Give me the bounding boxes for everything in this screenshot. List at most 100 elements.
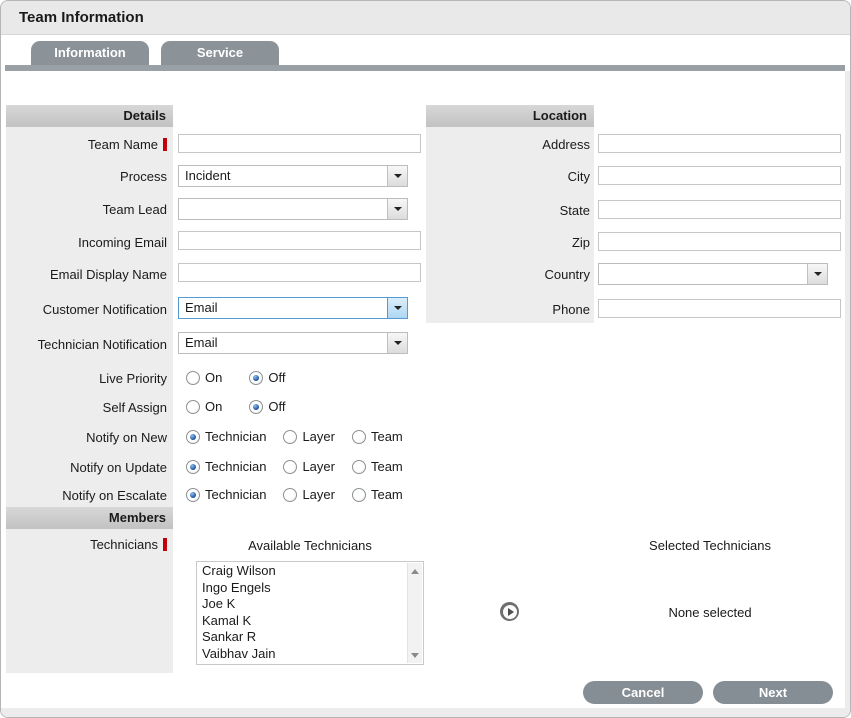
scroll-down-icon[interactable] bbox=[408, 648, 422, 662]
chevron-down-icon bbox=[393, 207, 402, 211]
list-item[interactable]: Ingo Engels bbox=[202, 579, 271, 595]
available-technicians-header: Available Technicians bbox=[248, 538, 372, 553]
next-button[interactable]: Next bbox=[713, 681, 833, 704]
listbox-scrollbar[interactable] bbox=[407, 563, 422, 663]
radio-unselected-icon[interactable] bbox=[283, 487, 298, 502]
country-label: Country bbox=[544, 266, 590, 282]
list-item[interactable]: Sankar R bbox=[202, 629, 257, 644]
self-assign-off-option[interactable]: Off bbox=[249, 399, 285, 414]
notify-new-technician-option[interactable]: Technician bbox=[186, 429, 266, 444]
notify-new-layer-option[interactable]: Layer bbox=[283, 429, 335, 444]
members-section-header: Members bbox=[6, 507, 173, 529]
technician-notification-label: Technician Notification bbox=[37, 336, 167, 352]
dropdown-button[interactable] bbox=[387, 199, 407, 219]
radio-selected-icon[interactable] bbox=[249, 399, 264, 414]
dropdown-button[interactable] bbox=[387, 333, 407, 353]
customer-notification-dropdown[interactable]: Email bbox=[178, 297, 408, 319]
notify-on-new-radio-group: Technician Layer Team bbox=[186, 429, 420, 444]
phone-input[interactable] bbox=[598, 299, 841, 318]
notify-new-team-option[interactable]: Team bbox=[351, 429, 403, 444]
radio-selected-icon[interactable] bbox=[186, 487, 200, 502]
location-label-column bbox=[426, 127, 594, 323]
details-section-header: Details bbox=[6, 105, 173, 127]
bottom-margin bbox=[1, 708, 850, 717]
address-label: Address bbox=[542, 136, 590, 152]
customer-notification-label: Customer Notification bbox=[42, 301, 167, 317]
chevron-down-icon bbox=[393, 306, 402, 310]
cancel-button[interactable]: Cancel bbox=[583, 681, 703, 704]
incoming-email-input[interactable] bbox=[178, 231, 421, 250]
zip-input[interactable] bbox=[598, 232, 841, 251]
state-input[interactable] bbox=[598, 200, 841, 219]
list-item[interactable]: Kamal K bbox=[202, 612, 252, 628]
self-assign-label: Self Assign bbox=[102, 399, 167, 415]
page-title: Team Information bbox=[19, 9, 144, 26]
radio-unselected-icon[interactable] bbox=[351, 459, 366, 474]
state-label: State bbox=[559, 202, 590, 218]
dropdown-button[interactable] bbox=[387, 298, 407, 318]
move-right-button[interactable] bbox=[500, 602, 519, 621]
none-selected-text: None selected bbox=[668, 605, 752, 620]
tab-information[interactable]: Information bbox=[31, 41, 149, 65]
notify-update-layer-option[interactable]: Layer bbox=[283, 459, 335, 474]
list-item[interactable]: Joe K bbox=[202, 596, 236, 611]
technicians-label: Technicians bbox=[7, 536, 167, 552]
address-input[interactable] bbox=[598, 134, 841, 153]
list-item[interactable]: Vaibhav Jain bbox=[202, 645, 276, 661]
radio-unselected-icon[interactable] bbox=[351, 429, 366, 444]
email-display-name-input[interactable] bbox=[178, 263, 421, 282]
city-input[interactable] bbox=[598, 166, 841, 185]
notify-on-update-radio-group: Technician Layer Team bbox=[186, 459, 420, 474]
team-name-input[interactable] bbox=[178, 134, 421, 153]
location-section-header: Location bbox=[426, 105, 594, 127]
radio-unselected-icon[interactable] bbox=[186, 370, 200, 385]
dropdown-button[interactable] bbox=[807, 264, 827, 284]
self-assign-on-option[interactable]: On bbox=[186, 399, 222, 414]
radio-selected-icon[interactable] bbox=[186, 459, 200, 474]
play-right-icon bbox=[502, 604, 517, 619]
technician-list: Craig Wilson Ingo Engels Joe K Kamal K Sanka… bbox=[197, 563, 408, 663]
tab-underline-bar bbox=[5, 65, 845, 71]
radio-selected-icon[interactable] bbox=[249, 370, 264, 385]
email-display-name-label: Email Display Name bbox=[49, 266, 167, 282]
dropdown-button[interactable] bbox=[387, 166, 407, 186]
radio-selected-icon[interactable] bbox=[186, 429, 200, 444]
scroll-up-icon[interactable] bbox=[408, 564, 422, 578]
radio-unselected-icon[interactable] bbox=[186, 399, 200, 414]
notify-escalate-team-option[interactable]: Team bbox=[351, 487, 403, 502]
zip-label: Zip bbox=[571, 234, 590, 250]
radio-unselected-icon[interactable] bbox=[283, 459, 298, 474]
city-label: City bbox=[567, 168, 590, 184]
notify-update-technician-option[interactable]: Technician bbox=[186, 459, 266, 474]
process-dropdown[interactable]: Incident bbox=[178, 165, 408, 187]
selected-technicians-header: Selected Technicians bbox=[649, 538, 771, 553]
notify-update-team-option[interactable]: Team bbox=[351, 459, 403, 474]
list-item[interactable]: Craig Wilson bbox=[202, 563, 276, 578]
chevron-down-icon bbox=[393, 341, 402, 345]
available-technicians-listbox[interactable]: Craig Wilson Ingo Engels Joe K Kamal K Sanka… bbox=[196, 561, 424, 665]
notify-escalate-layer-option[interactable]: Layer bbox=[283, 487, 335, 502]
live-priority-radio-group: On Off bbox=[186, 370, 302, 385]
notify-on-escalate-radio-group: Technician Layer Team bbox=[186, 487, 420, 502]
members-label-column bbox=[6, 529, 173, 673]
radio-unselected-icon[interactable] bbox=[351, 487, 366, 502]
incoming-email-label: Incoming Email bbox=[78, 234, 167, 250]
tab-service[interactable]: Service bbox=[161, 41, 279, 65]
notify-escalate-technician-option[interactable]: Technician bbox=[186, 487, 266, 502]
country-dropdown[interactable] bbox=[598, 263, 828, 285]
details-label-column bbox=[6, 127, 173, 509]
radio-unselected-icon[interactable] bbox=[283, 429, 298, 444]
notify-on-new-label: Notify on New bbox=[86, 429, 167, 445]
technician-notification-dropdown[interactable]: Email bbox=[178, 332, 408, 354]
team-lead-dropdown[interactable] bbox=[178, 198, 408, 220]
title-bar: Team Information bbox=[1, 1, 850, 35]
phone-label: Phone bbox=[552, 301, 590, 317]
chevron-down-icon bbox=[393, 174, 402, 178]
notify-on-escalate-label: Notify on Escalate bbox=[62, 487, 167, 503]
chevron-down-icon bbox=[813, 272, 822, 276]
live-priority-off-option[interactable]: Off bbox=[249, 370, 285, 385]
process-label: Process bbox=[120, 168, 167, 184]
notify-on-update-label: Notify on Update bbox=[70, 459, 167, 475]
live-priority-on-option[interactable]: On bbox=[186, 370, 222, 385]
